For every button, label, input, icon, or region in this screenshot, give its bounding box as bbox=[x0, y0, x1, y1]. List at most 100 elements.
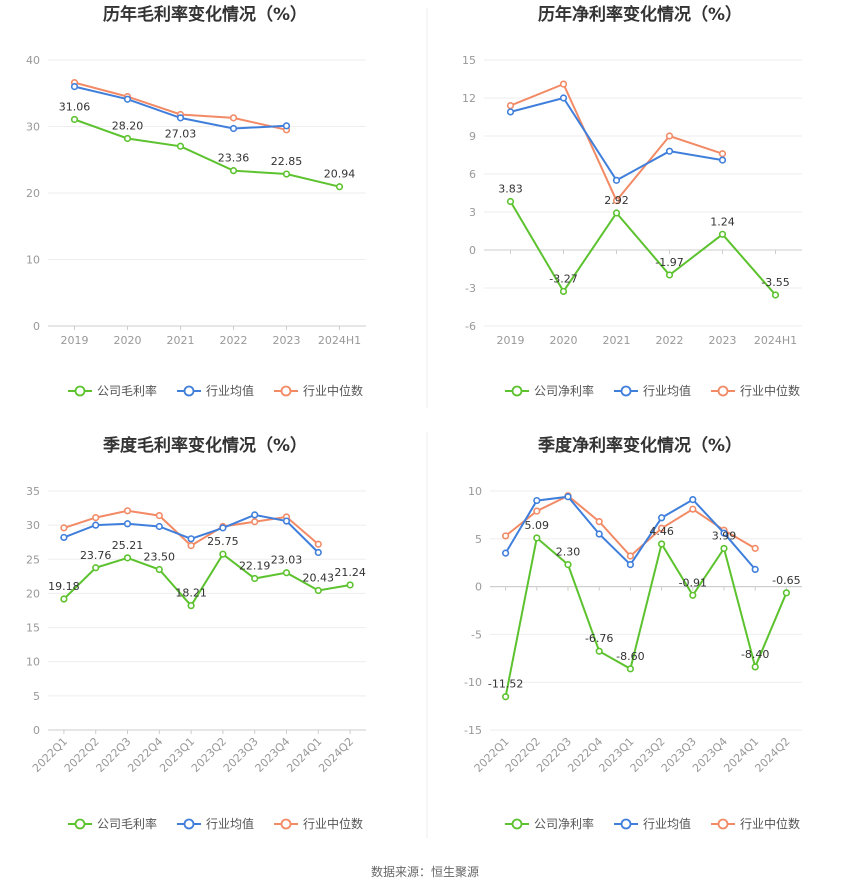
data-point bbox=[751, 544, 759, 552]
legend-label: 公司净利率 bbox=[534, 816, 594, 831]
legend-item[interactable]: 公司毛利率 bbox=[68, 816, 157, 831]
data-point bbox=[533, 534, 541, 542]
legend-label: 行业中位数 bbox=[303, 383, 363, 398]
legend-item[interactable]: 行业均值 bbox=[177, 383, 254, 398]
legend-swatch-marker bbox=[620, 818, 632, 830]
data-point bbox=[155, 511, 163, 520]
data-point bbox=[718, 150, 727, 158]
legend-item[interactable]: 公司净利率 bbox=[505, 816, 594, 831]
y-tick-label: 15 bbox=[462, 54, 476, 67]
chart-title: 历年毛利率变化情况（%） bbox=[103, 4, 307, 25]
data-point bbox=[720, 544, 728, 553]
data-label: 22.19 bbox=[239, 559, 271, 572]
data-point bbox=[502, 549, 510, 557]
legend-label: 公司净利率 bbox=[534, 383, 594, 398]
data-point bbox=[665, 132, 674, 140]
data-point bbox=[335, 183, 344, 191]
x-tick-label: 2024Q2 bbox=[316, 735, 356, 775]
data-point bbox=[155, 565, 163, 574]
data-point bbox=[718, 230, 727, 238]
data-point bbox=[229, 114, 238, 122]
data-point bbox=[176, 114, 185, 122]
data-point bbox=[123, 520, 132, 528]
data-label: -3.27 bbox=[549, 272, 577, 285]
data-label: -6.76 bbox=[585, 632, 613, 645]
series-line-3 bbox=[74, 81, 287, 131]
data-point bbox=[689, 496, 697, 504]
data-point bbox=[314, 586, 322, 595]
data-point bbox=[665, 271, 674, 279]
data-point bbox=[595, 647, 603, 655]
data-point bbox=[60, 533, 68, 542]
data-point bbox=[123, 95, 132, 103]
legend-label: 公司毛利率 bbox=[97, 816, 157, 831]
data-point bbox=[314, 540, 322, 548]
data-point bbox=[771, 291, 780, 299]
data-point bbox=[559, 80, 568, 88]
data-point bbox=[92, 521, 100, 529]
data-point bbox=[782, 589, 791, 597]
y-tick-label: 10 bbox=[26, 656, 40, 669]
legend-item[interactable]: 公司毛利率 bbox=[68, 383, 157, 398]
x-tick-label: 2019 bbox=[61, 334, 89, 347]
data-point bbox=[282, 517, 291, 525]
data-label: -1.97 bbox=[655, 256, 683, 269]
data-label: 25.21 bbox=[112, 539, 144, 552]
data-point bbox=[595, 517, 603, 526]
data-point bbox=[657, 524, 666, 532]
series-line-1 bbox=[504, 536, 788, 697]
x-tick-label: 2020 bbox=[550, 334, 578, 347]
data-point bbox=[559, 287, 568, 296]
data-label: 18.21 bbox=[175, 587, 207, 600]
y-tick-label: 40 bbox=[26, 54, 40, 67]
data-point bbox=[229, 167, 238, 175]
data-point bbox=[314, 548, 322, 557]
legend-label: 行业中位数 bbox=[740, 383, 800, 398]
data-label: -0.65 bbox=[772, 574, 800, 587]
legend-swatch-marker bbox=[280, 385, 292, 397]
legend-item[interactable]: 公司净利率 bbox=[505, 383, 594, 398]
x-tick-label: 2023 bbox=[709, 334, 737, 347]
data-point bbox=[506, 101, 515, 110]
x-tick-label: 2022 bbox=[656, 334, 684, 347]
data-label: 21.24 bbox=[334, 566, 366, 579]
y-tick-label: 9 bbox=[469, 130, 476, 143]
data-point bbox=[70, 115, 79, 124]
legend-item[interactable]: 行业中位数 bbox=[711, 816, 800, 831]
series-line-1 bbox=[509, 200, 777, 296]
legend-item[interactable]: 行业中位数 bbox=[711, 383, 800, 398]
legend-label: 行业均值 bbox=[643, 383, 691, 398]
data-point bbox=[346, 581, 354, 589]
data-label: 5.09 bbox=[525, 519, 550, 532]
data-label: 3.99 bbox=[712, 529, 737, 542]
data-point bbox=[155, 522, 163, 531]
data-point bbox=[251, 518, 259, 526]
legend-item[interactable]: 行业中位数 bbox=[274, 383, 363, 398]
x-tick-label: 2021 bbox=[167, 334, 195, 347]
data-label: 25.75 bbox=[207, 535, 239, 548]
y-tick-label: 20 bbox=[26, 187, 40, 200]
chart-title: 季度毛利率变化情况（%） bbox=[103, 435, 307, 456]
y-tick-label: -5 bbox=[471, 628, 482, 641]
legend-item[interactable]: 行业中位数 bbox=[274, 816, 363, 831]
legend-item[interactable]: 行业均值 bbox=[177, 816, 254, 831]
data-label: -8.40 bbox=[741, 648, 769, 661]
legend-swatch-marker bbox=[511, 385, 523, 397]
legend-label: 行业均值 bbox=[206, 383, 254, 398]
data-point bbox=[612, 209, 621, 217]
data-point bbox=[626, 665, 635, 673]
data-point bbox=[718, 156, 727, 164]
data-point bbox=[92, 514, 100, 522]
y-tick-label: 15 bbox=[26, 622, 40, 635]
y-tick-label: 0 bbox=[33, 724, 40, 737]
legend-label: 行业中位数 bbox=[740, 816, 800, 831]
data-point bbox=[502, 532, 510, 540]
legend-swatch-marker bbox=[717, 818, 729, 830]
legend-item[interactable]: 行业均值 bbox=[614, 816, 691, 831]
data-label: 23.36 bbox=[218, 152, 250, 165]
data-point bbox=[612, 197, 621, 205]
legend-item[interactable]: 行业均值 bbox=[614, 383, 691, 398]
data-point bbox=[187, 602, 195, 610]
y-tick-label: -6 bbox=[465, 320, 476, 333]
data-label: 20.94 bbox=[324, 168, 356, 181]
